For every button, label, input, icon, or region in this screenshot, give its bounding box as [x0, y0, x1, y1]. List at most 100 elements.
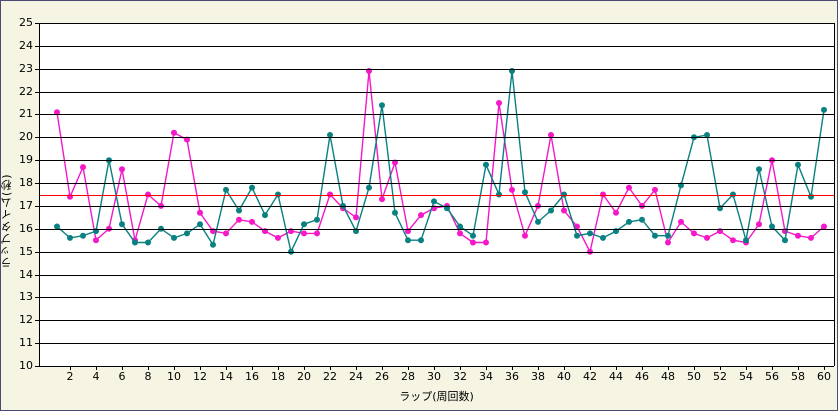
- driver-2-teal-point-lap-26: [379, 102, 385, 109]
- driver-1-magenta-point-lap-20: [301, 230, 307, 237]
- x-axis-label-32: 32: [453, 370, 467, 383]
- driver-2-teal-point-lap-25: [366, 184, 372, 191]
- driver-2-teal-point-lap-17: [262, 212, 268, 219]
- x-axis-label-44: 44: [609, 370, 623, 383]
- driver-2-teal-point-lap-20: [301, 221, 307, 228]
- driver-1-magenta-point-lap-45: [626, 184, 632, 191]
- driver-1-magenta-point-lap-49: [678, 218, 684, 225]
- y-tick-25: [35, 23, 39, 24]
- y-tick-21: [35, 114, 39, 115]
- y-tick-16: [35, 229, 39, 230]
- driver-1-magenta-point-lap-12: [197, 209, 203, 216]
- x-axis-label-58: 58: [791, 370, 805, 383]
- driver-2-teal-point-lap-15: [236, 207, 242, 214]
- gridline-y-17: [39, 206, 834, 207]
- y-axis-label-23: 23: [19, 62, 33, 75]
- y-axis-label-16: 16: [19, 222, 33, 235]
- x-axis-label-52: 52: [713, 370, 727, 383]
- driver-2-teal-point-lap-48: [665, 232, 671, 239]
- driver-2-teal-point-lap-8: [145, 239, 151, 246]
- driver-1-magenta-point-lap-32: [457, 230, 463, 237]
- x-tick-6: [122, 367, 123, 370]
- y-axis-label-25: 25: [19, 16, 33, 29]
- driver-1-magenta-point-lap-1: [54, 109, 60, 116]
- driver-2-teal-point-lap-33: [470, 232, 476, 239]
- driver-1-magenta-point-lap-16: [249, 218, 255, 225]
- driver-1-magenta-point-lap-42: [587, 248, 593, 255]
- y-axis-label-21: 21: [19, 107, 33, 120]
- gridline-y-23: [39, 69, 834, 70]
- gridline-y-12: [39, 320, 834, 321]
- gridline-y-15: [39, 252, 834, 253]
- series-layer: [54, 68, 827, 255]
- driver-2-teal-point-lap-54: [743, 237, 749, 244]
- driver-1-magenta-point-lap-35: [496, 100, 502, 106]
- driver-1-magenta-point-lap-47: [652, 186, 658, 193]
- x-axis-label-28: 28: [401, 370, 415, 383]
- y-tick-19: [35, 160, 39, 161]
- driver-2-teal-point-lap-43: [600, 234, 606, 241]
- x-tick-34: [486, 367, 487, 370]
- y-tick-12: [35, 320, 39, 321]
- driver-1-magenta-point-lap-22: [327, 191, 333, 198]
- y-tick-13: [35, 297, 39, 298]
- driver-1-magenta-point-lap-38: [535, 202, 541, 209]
- y-axis-line: [39, 23, 40, 367]
- x-axis-label-8: 8: [144, 370, 152, 383]
- x-axis-title: ラップ(周回数): [399, 390, 474, 403]
- y-axis-label-14: 14: [19, 268, 33, 281]
- y-axis-label-10: 10: [19, 359, 33, 372]
- y-tick-22: [35, 92, 39, 93]
- y-tick-15: [35, 252, 39, 253]
- x-tick-32: [460, 367, 461, 370]
- x-axis-label-60: 60: [817, 370, 831, 383]
- x-axis-label-10: 10: [167, 370, 181, 383]
- driver-1-magenta-point-lap-48: [665, 239, 671, 246]
- driver-2-teal-point-lap-22: [327, 132, 333, 138]
- x-tick-28: [408, 367, 409, 370]
- driver-1-magenta-point-lap-4: [93, 237, 99, 244]
- x-axis-label-36: 36: [505, 370, 519, 383]
- gridline-y-25: [39, 23, 834, 24]
- y-tick-11: [35, 343, 39, 344]
- x-tick-8: [148, 367, 149, 370]
- x-axis-label-6: 6: [118, 370, 126, 383]
- driver-2-teal-point-lap-21: [314, 216, 320, 223]
- driver-1-magenta-point-lap-60: [821, 223, 827, 230]
- driver-2-teal-point-lap-37: [522, 189, 528, 196]
- driver-2-teal-point-lap-9: [158, 225, 164, 232]
- x-tick-44: [616, 367, 617, 370]
- driver-1-magenta-point-lap-6: [119, 166, 125, 173]
- driver-2-teal-point-lap-13: [210, 241, 216, 248]
- y-tick-18: [35, 183, 39, 184]
- driver-2-teal-point-lap-27: [392, 209, 398, 216]
- x-tick-54: [746, 367, 747, 370]
- x-axis-label-48: 48: [661, 370, 675, 383]
- driver-2-teal-point-lap-34: [483, 161, 489, 168]
- driver-1-magenta-point-lap-36: [509, 186, 515, 193]
- driver-2-teal-point-lap-55: [756, 166, 762, 173]
- x-tick-46: [642, 367, 643, 370]
- y-axis-label-18: 18: [19, 176, 33, 189]
- y-axis-label-19: 19: [19, 153, 33, 166]
- x-axis-label-16: 16: [245, 370, 259, 383]
- y-tick-20: [35, 137, 39, 138]
- driver-2-teal-point-lap-41: [574, 232, 580, 239]
- driver-1-magenta-point-lap-27: [392, 159, 398, 166]
- y-axis-label-11: 11: [19, 336, 33, 349]
- driver-2-teal-point-lap-6: [119, 221, 125, 228]
- driver-2-teal-point-lap-29: [418, 237, 424, 244]
- gridline-y-21: [39, 114, 834, 115]
- x-axis-label-18: 18: [271, 370, 285, 383]
- driver-2-teal-point-lap-53: [730, 191, 736, 198]
- driver-2-teal-point-lap-40: [561, 191, 567, 198]
- x-tick-58: [798, 367, 799, 370]
- driver-2-teal-point-lap-46: [639, 216, 645, 223]
- driver-2-teal-point-lap-47: [652, 232, 658, 239]
- y-tick-10: [35, 366, 39, 367]
- x-tick-16: [252, 367, 253, 370]
- x-axis-label-12: 12: [193, 370, 207, 383]
- y-axis-label-12: 12: [19, 313, 33, 326]
- x-tick-22: [330, 367, 331, 370]
- x-tick-4: [96, 367, 97, 370]
